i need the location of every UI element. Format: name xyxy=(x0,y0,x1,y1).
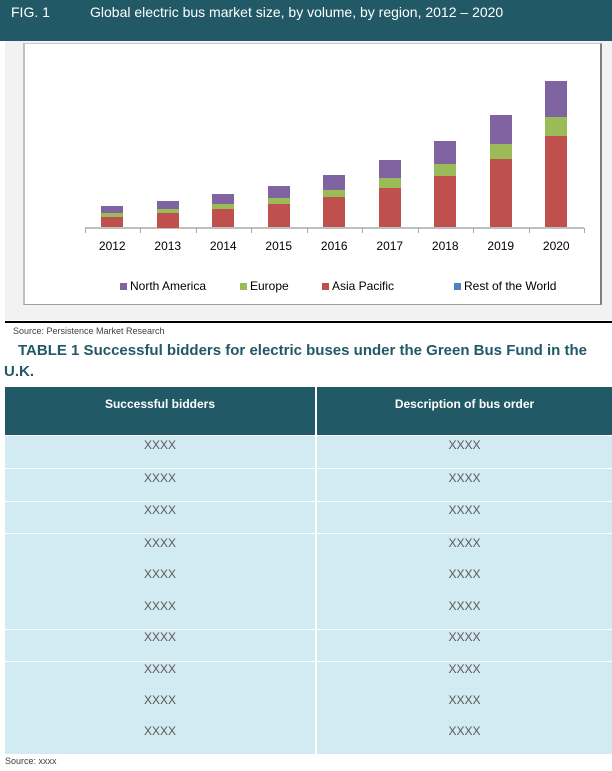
row-separator xyxy=(5,660,612,662)
bar-segment-north-america xyxy=(101,206,124,213)
figure-source: Source: Persistence Market Research xyxy=(13,326,165,336)
bar-segment-north-america xyxy=(323,174,346,190)
column-bg xyxy=(5,435,315,754)
cell-bidder: XXXX xyxy=(143,503,176,517)
x-tick xyxy=(140,227,141,233)
cell-bidder: XXXX xyxy=(143,536,176,550)
row-separator xyxy=(5,501,612,502)
x-tick-label: 2017 xyxy=(376,239,404,253)
cell-bidder: XXXX xyxy=(143,662,176,676)
x-tick-label: 2015 xyxy=(265,239,293,253)
cell-description: XXXX xyxy=(448,662,481,676)
bar-segment-europe xyxy=(156,209,179,213)
bar-segment-europe xyxy=(434,164,457,176)
column-bg xyxy=(317,435,612,754)
cell-bidder: XXXX xyxy=(143,567,176,581)
cell-description: XXXX xyxy=(448,536,481,550)
cell-description: XXXX xyxy=(448,630,481,644)
bar-segment-europe xyxy=(323,189,346,198)
cell-description: XXXX xyxy=(448,599,481,613)
x-tick xyxy=(306,227,308,233)
legend-item-rest-of-the-world: Rest of the World xyxy=(454,279,556,293)
legend-swatch-icon xyxy=(120,282,127,290)
bar-segment-asia-pacific xyxy=(267,204,290,228)
bar-segment-asia-pacific xyxy=(489,158,512,228)
bar-segment-europe xyxy=(101,213,124,217)
bar-segment-europe xyxy=(545,117,568,136)
table-title: TABLE 1 Successful bidders for electric … xyxy=(4,342,588,380)
bar-segment-europe xyxy=(489,144,512,159)
legend-label: Europe xyxy=(250,279,289,293)
bar-segment-europe xyxy=(378,178,401,188)
bar-segment-north-america xyxy=(212,194,235,204)
bar-segment-asia-pacific xyxy=(545,135,568,228)
bar-segment-north-america xyxy=(156,201,179,209)
divider xyxy=(5,321,612,323)
figure-label: FIG. 1 xyxy=(11,4,50,20)
legend-item-north-america: North America xyxy=(120,279,206,293)
legend-swatch-icon xyxy=(240,282,247,290)
figure-header: FIG. 1 Global electric bus market size, … xyxy=(0,0,612,41)
bar-segment-europe xyxy=(212,204,235,210)
x-tick xyxy=(584,227,585,233)
x-tick xyxy=(251,227,252,233)
bar-segment-north-america xyxy=(378,160,401,179)
cell-bidder: XXXX xyxy=(143,471,176,485)
cell-description: XXXX xyxy=(448,567,481,581)
bar-segment-north-america xyxy=(434,140,457,164)
x-tick-label: 2012 xyxy=(98,239,126,253)
plot-area: 2012 2013 2014 2015 2016 2017 2018 2019 2020 Nort… xyxy=(0,0,612,320)
legend-item-europe: Europe xyxy=(240,279,289,293)
x-tick-label: 2014 xyxy=(209,239,237,253)
bar-segment-europe xyxy=(267,197,290,205)
column-header-bidders: Successful bidders xyxy=(5,387,315,435)
bar-segment-asia-pacific xyxy=(434,175,457,228)
row-separator xyxy=(5,628,612,630)
x-tick xyxy=(417,227,419,233)
cell-description: XXXX xyxy=(448,503,481,517)
x-tick xyxy=(473,227,474,233)
row-separator xyxy=(5,533,612,534)
legend-label: Rest of the World xyxy=(464,279,557,293)
cell-bidder: XXXX xyxy=(143,630,176,644)
cell-bidder: XXXX xyxy=(143,438,176,452)
bar-segment-asia-pacific xyxy=(323,197,346,228)
bar-segment-north-america xyxy=(545,80,568,118)
cell-description: XXXX xyxy=(448,438,481,452)
bar-segment-asia-pacific xyxy=(378,187,401,228)
bar-segment-north-america xyxy=(267,185,290,198)
x-tick-label: 2018 xyxy=(431,239,459,253)
x-tick-label: 2020 xyxy=(542,239,570,253)
table-source: Source: xxxx xyxy=(5,756,57,766)
x-tick-label: 2019 xyxy=(487,239,515,253)
cell-bidder: XXXX xyxy=(143,693,176,707)
legend-swatch-icon xyxy=(454,282,461,290)
figure-title: Global electric bus market size, by volu… xyxy=(90,4,504,20)
cell-bidder: XXXX xyxy=(143,724,176,738)
bar-segment-asia-pacific xyxy=(156,213,179,228)
column-header-description: Description of bus order xyxy=(317,387,612,435)
cell-description: XXXX xyxy=(448,471,481,485)
legend-label: North America xyxy=(130,279,207,293)
row-separator xyxy=(5,468,612,469)
bar-segment-asia-pacific xyxy=(212,209,235,228)
x-tick xyxy=(84,227,86,233)
cell-description: XXXX xyxy=(448,724,481,738)
legend-item-asia-pacific: Asia Pacific xyxy=(322,279,394,293)
x-tick xyxy=(195,227,197,233)
cell-description: XXXX xyxy=(448,693,481,707)
cell-bidder: XXXX xyxy=(143,599,176,613)
legend-label: Asia Pacific xyxy=(332,279,395,293)
x-tick xyxy=(528,227,530,233)
x-axis xyxy=(84,227,584,229)
bar-segment-asia-pacific xyxy=(101,216,124,228)
bar-segment-north-america xyxy=(489,115,512,144)
x-tick-label: 2013 xyxy=(154,239,182,253)
legend-swatch-icon xyxy=(322,282,329,290)
x-tick xyxy=(362,227,363,233)
x-tick-label: 2016 xyxy=(320,239,348,253)
